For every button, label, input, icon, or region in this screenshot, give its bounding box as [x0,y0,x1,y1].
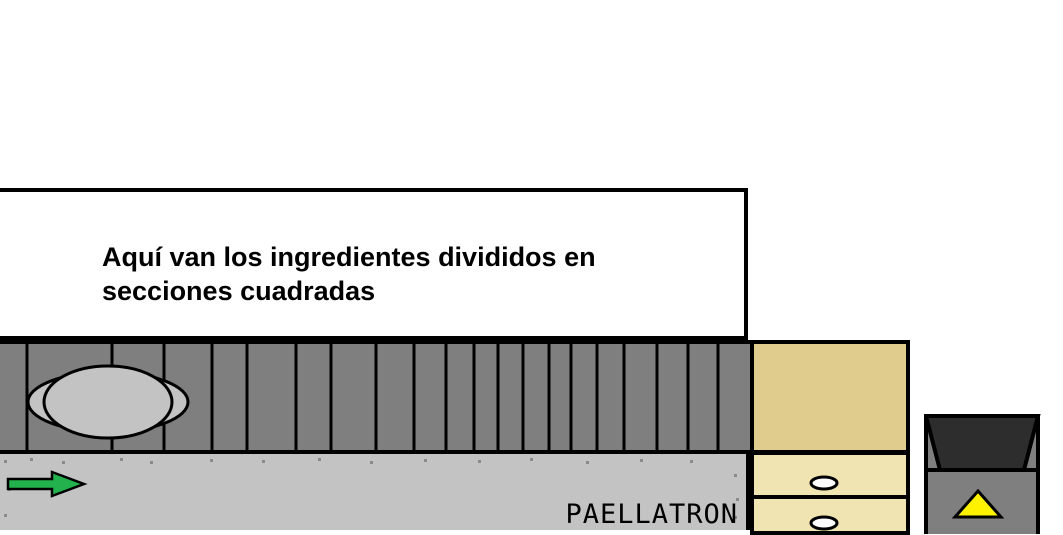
ingredients-panel: Aquí van los ingredientes divididos en s… [0,188,748,340]
drawer-handle-icon [809,475,839,491]
trash-bin[interactable] [924,414,1044,534]
drawer-2[interactable] [750,495,910,535]
ingredients-placeholder-text: Aquí van los ingredientes divididos en s… [102,242,596,306]
paella-pan-icon[interactable] [26,364,196,444]
conveyor-belt: PAELLATRON [0,454,750,530]
cabinet-top [750,340,910,454]
yellow-triangle-up-icon[interactable] [952,488,1004,520]
green-arrow-right-icon[interactable] [6,470,88,498]
drawer-handle-icon [809,515,839,531]
drawer-1[interactable] [750,451,910,499]
trash-bin-body [924,414,1041,534]
machine-label: PAELLATRON [565,499,738,530]
conveyor-dots [4,458,739,519]
